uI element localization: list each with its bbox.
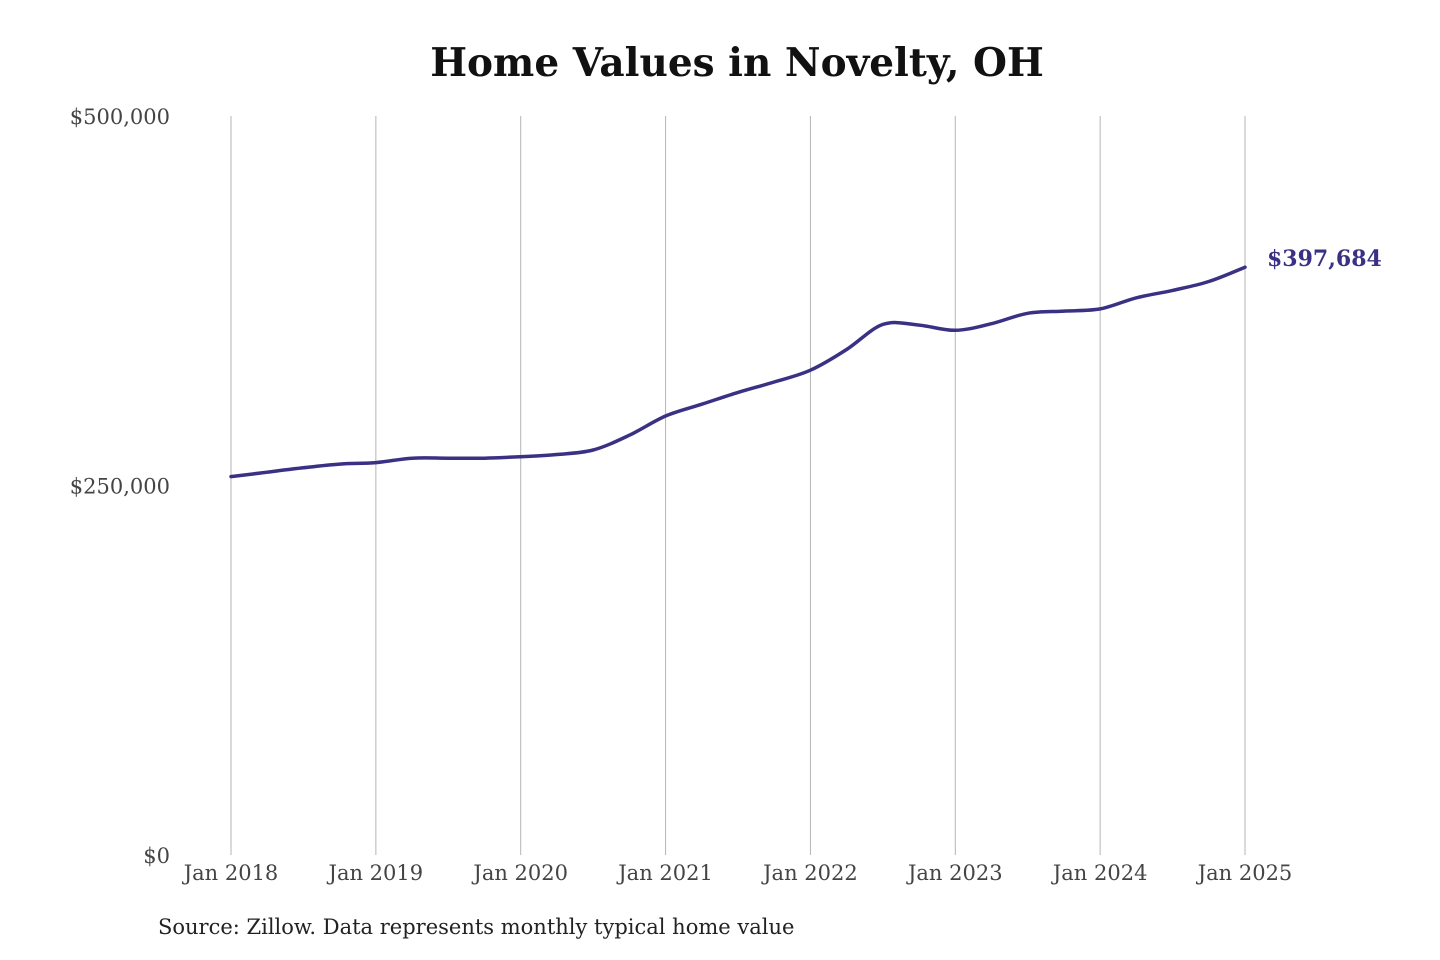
chart-title: Home Values in Novelty, OH (430, 40, 1044, 86)
x-tick-label: Jan 2018 (182, 861, 279, 885)
series-layer (229, 265, 1247, 479)
y-axis-tick-labels: $0 $250,000 $500,000 (70, 105, 170, 868)
x-tick-label: Jan 2024 (1051, 861, 1148, 885)
source-note: Source: Zillow. Data represents monthly … (158, 915, 795, 939)
x-tick-label: Jan 2021 (616, 861, 713, 885)
y-tick-label: $500,000 (70, 105, 170, 129)
gridlines (230, 116, 1246, 855)
x-tick-label: Jan 2022 (761, 861, 858, 885)
end-value-label: $397,684 (1267, 246, 1382, 272)
x-tick-label: Jan 2019 (327, 861, 424, 885)
y-tick-label: $250,000 (70, 475, 170, 499)
x-tick-label: Jan 2025 (1196, 861, 1293, 885)
series-line (229, 265, 1247, 479)
x-tick-label: Jan 2023 (906, 861, 1003, 885)
data-labels: $397,684 (1267, 246, 1382, 272)
x-axis-tick-labels: Jan 2018 Jan 2019 Jan 2020 Jan 2021 Jan 2022… (182, 861, 1293, 885)
x-tick-label: Jan 2020 (471, 861, 568, 885)
y-tick-label: $0 (143, 844, 170, 868)
